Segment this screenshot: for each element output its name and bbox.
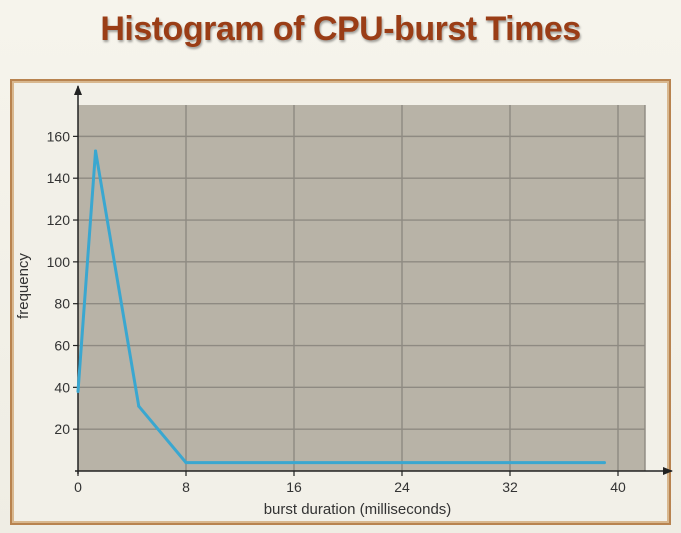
- tick-labels: 0 8 16 24 32 40 20 40 60 80 100 120 140 160: [47, 128, 626, 495]
- series-group: [76, 149, 606, 465]
- x-tick-label: 40: [610, 479, 626, 495]
- x-tick-label: 32: [502, 479, 518, 495]
- axes: [74, 85, 673, 475]
- data-point: [603, 461, 606, 465]
- y-tick-label: 40: [54, 379, 70, 395]
- x-tick-label: 8: [182, 479, 190, 495]
- x-axis-label: burst duration (milliseconds): [264, 501, 452, 518]
- x-tick-label: 0: [74, 479, 82, 495]
- plot-area: [78, 105, 645, 471]
- gridlines: [78, 105, 646, 471]
- x-tick-label: 16: [286, 479, 302, 495]
- data-point: [94, 149, 98, 153]
- data-point: [137, 404, 141, 408]
- data-point: [184, 461, 188, 465]
- slide-title: Histogram of CPU-burst Times: [100, 10, 581, 48]
- data-point: [76, 390, 80, 394]
- y-axis-label: frequency: [15, 253, 32, 319]
- y-tick-label: 60: [54, 338, 70, 354]
- y-tick-label: 80: [54, 296, 70, 312]
- x-tick-label: 24: [394, 479, 410, 495]
- y-tick-label: 20: [54, 421, 70, 437]
- y-tick-label: 120: [47, 212, 71, 228]
- y-tick-label: 160: [47, 128, 71, 144]
- y-tick-label: 100: [47, 254, 71, 270]
- y-tick-label: 140: [47, 170, 71, 186]
